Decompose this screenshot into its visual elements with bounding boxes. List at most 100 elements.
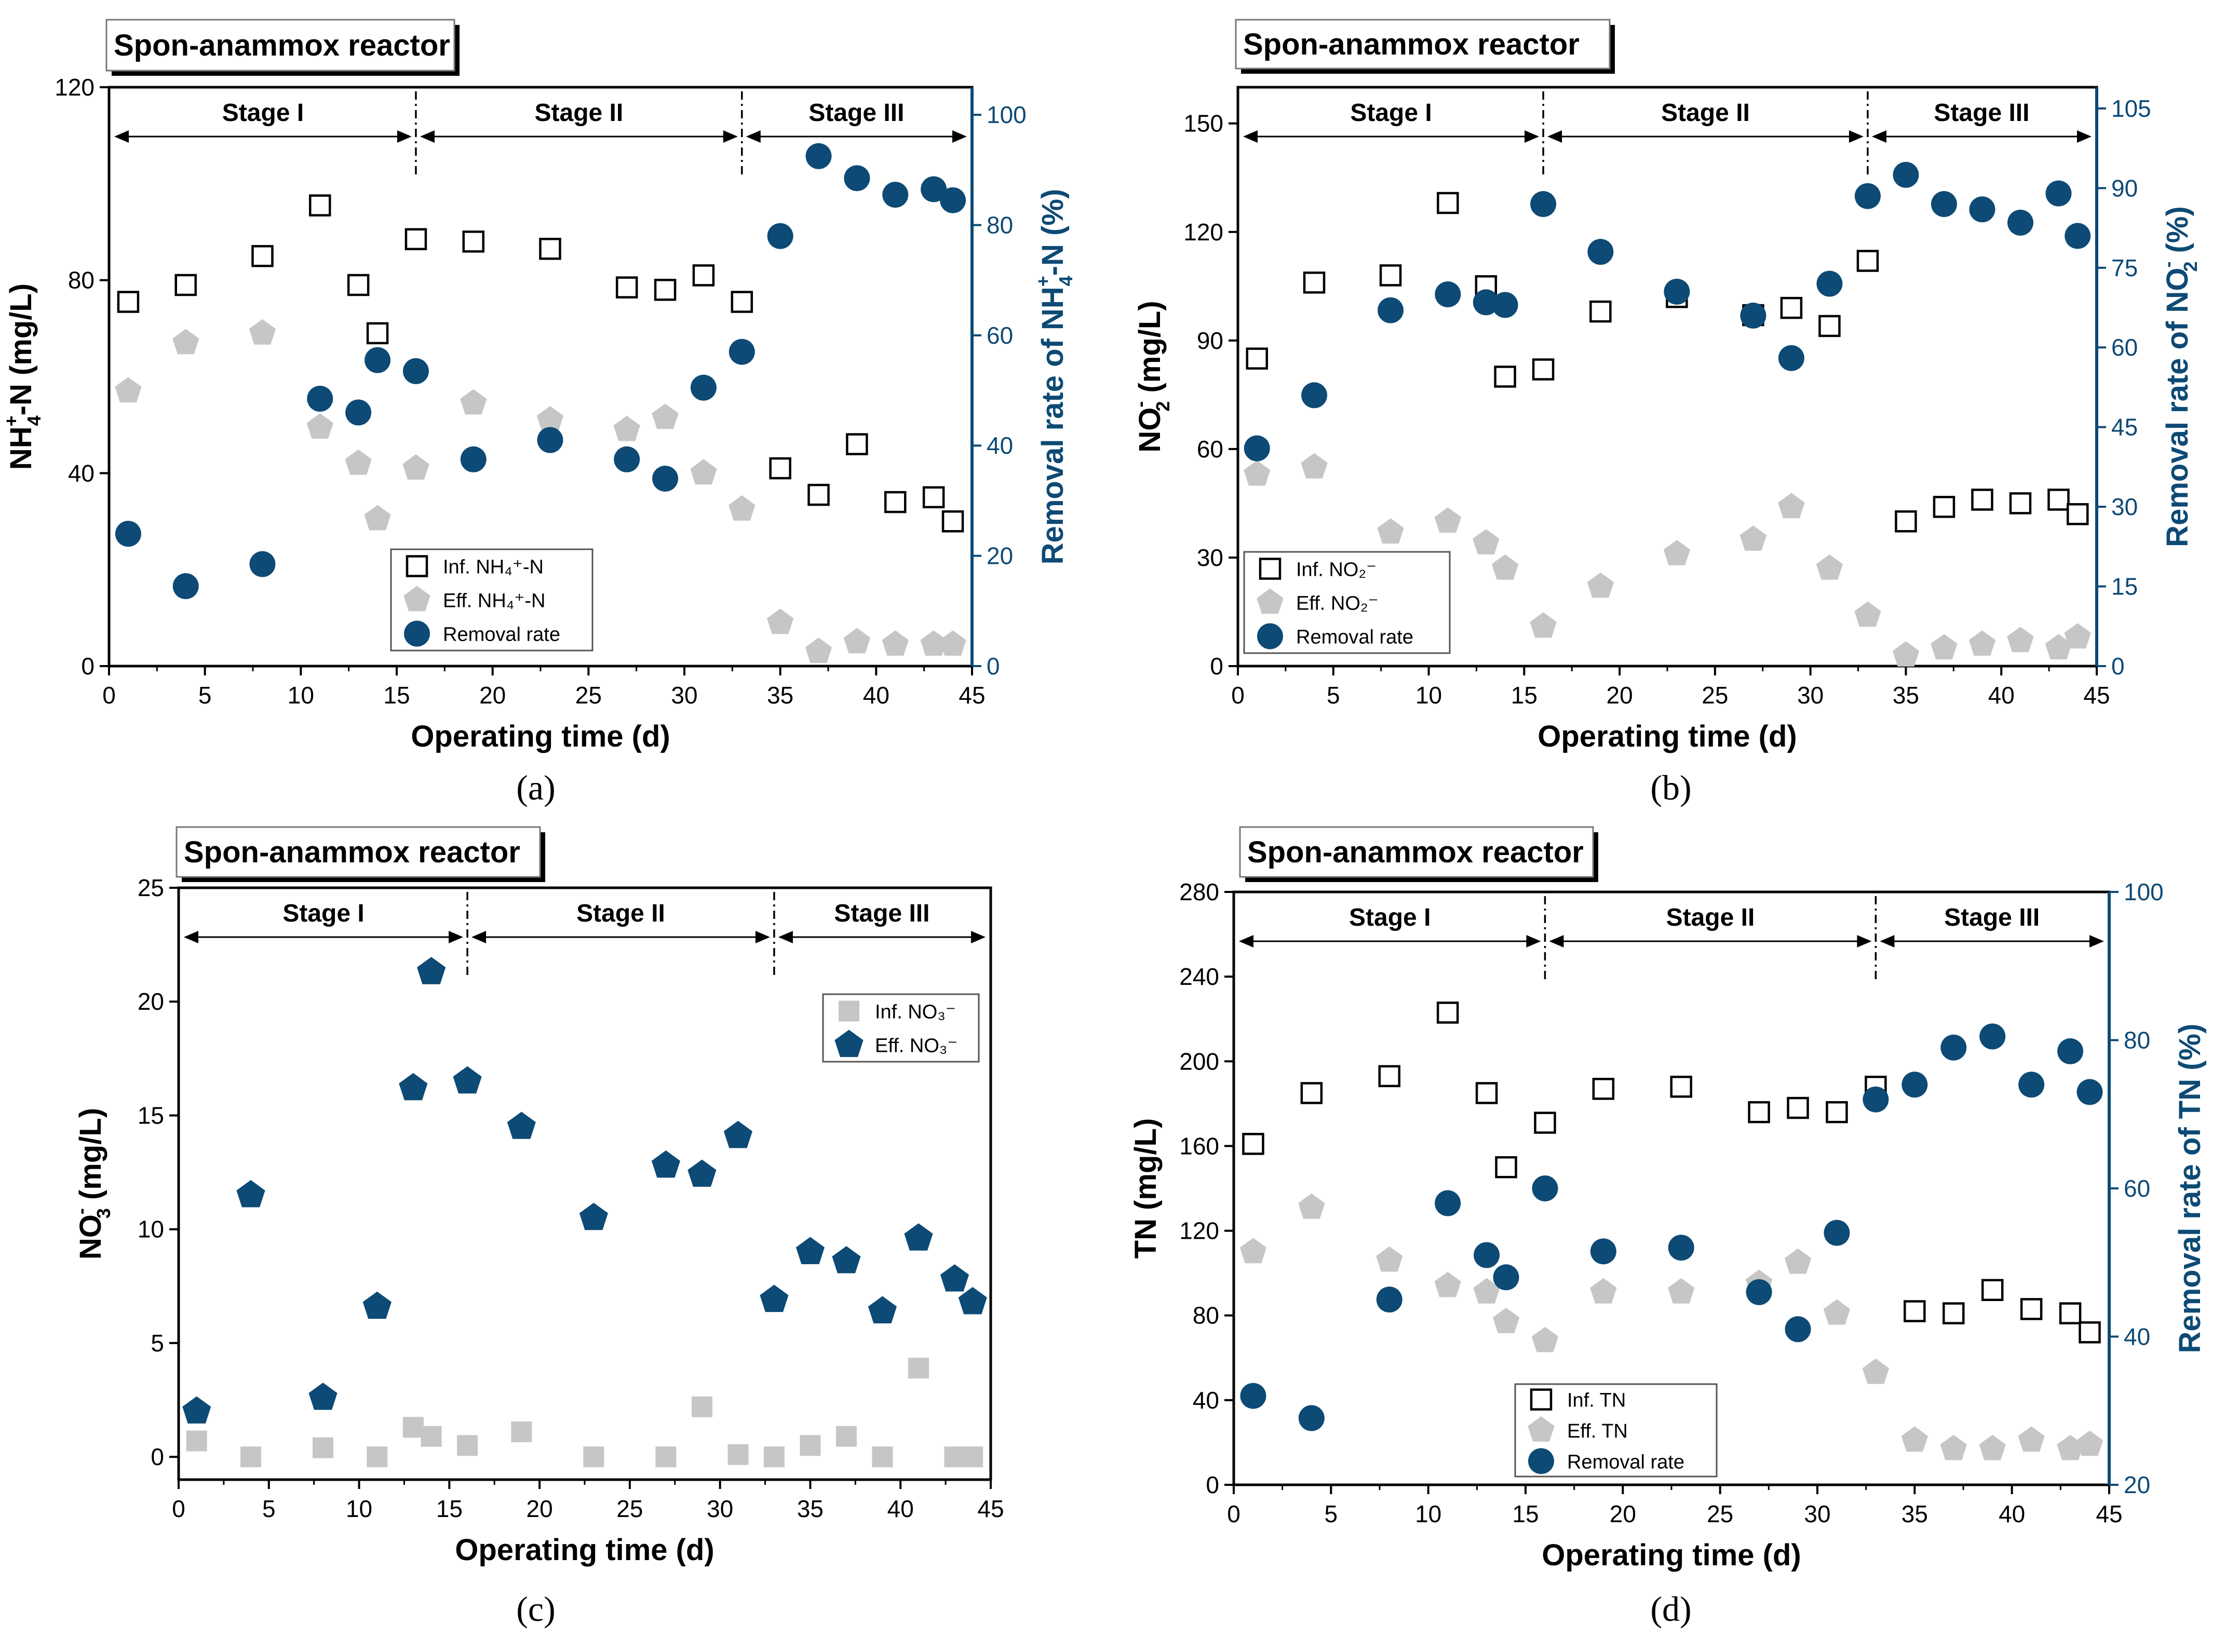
- x-tick-label: 15: [1511, 682, 1537, 709]
- data-point: [1246, 347, 1269, 370]
- series-pentagon: [1239, 1193, 2103, 1460]
- data-point: [2076, 1430, 2103, 1456]
- data-point: [1473, 529, 1500, 554]
- data-point: [402, 358, 429, 384]
- data-point: [1492, 1307, 1520, 1333]
- y2-tick-label: 30: [2111, 493, 2138, 520]
- data-point: [2066, 503, 2089, 525]
- x-tick-label: 40: [887, 1495, 914, 1522]
- stage-arrow-head-right: [755, 931, 770, 943]
- x-tick-label: 30: [1804, 1500, 1830, 1527]
- legend-label: Inf. NO₂⁻: [1296, 559, 1377, 581]
- data-point: [846, 433, 868, 455]
- data-point: [115, 521, 141, 547]
- data-point: [402, 1417, 424, 1438]
- data-point: [1971, 489, 1993, 511]
- stage-arrow-head-left: [471, 931, 487, 943]
- label-rest: (mg/L): [1133, 301, 1167, 401]
- x-axis-label: Operating time (d): [455, 1533, 714, 1567]
- label-sub: 4: [23, 415, 45, 426]
- data-point: [1901, 1072, 1928, 1098]
- x-tick-label: 45: [2096, 1500, 2122, 1527]
- label-base: NO: [74, 1214, 107, 1260]
- y-tick-label: 30: [1197, 544, 1223, 571]
- label-sup: +: [1, 415, 22, 426]
- stage-arrow-head-right: [397, 130, 412, 143]
- data-point: [1668, 1278, 1695, 1304]
- stage-arrow: [114, 130, 412, 143]
- x-tick-label: 0: [102, 682, 116, 709]
- data-point: [1303, 272, 1326, 294]
- data-point: [1856, 250, 1879, 272]
- data-point: [309, 194, 331, 216]
- data-point: [2076, 1079, 2103, 1105]
- data-point: [1824, 1220, 1850, 1246]
- data-point: [729, 338, 755, 365]
- data-point: [1376, 1287, 1402, 1313]
- series-circle: [115, 143, 966, 600]
- stage-arrow-head-right: [952, 130, 967, 143]
- stage-arrow-head-left: [1547, 130, 1562, 143]
- x-tick-label: 35: [1901, 1500, 1928, 1527]
- label-sub: 2: [2180, 262, 2201, 272]
- series-bpentagon: [182, 957, 987, 1424]
- data-point: [1530, 612, 1557, 638]
- data-point: [760, 1284, 789, 1312]
- stage-label: Stage I: [1349, 904, 1431, 931]
- x-tick-label: 45: [977, 1495, 1004, 1522]
- data-point: [1378, 1065, 1400, 1088]
- data-point: [1298, 1193, 1325, 1219]
- label-base: NH: [4, 426, 38, 470]
- data-point: [691, 1396, 712, 1417]
- stage-label: Stage I: [222, 99, 304, 127]
- chart-title: Spon-anammox reactor: [1243, 28, 1580, 61]
- data-point: [1862, 1358, 1890, 1384]
- x-tick-label: 5: [198, 682, 212, 709]
- y-tick-label: 150: [1183, 110, 1223, 137]
- data-point: [763, 1446, 785, 1468]
- data-point: [690, 459, 717, 485]
- data-point: [692, 264, 715, 287]
- y2-tick-label: 40: [987, 432, 1013, 459]
- legend-label: Removal rate: [1567, 1451, 1684, 1473]
- legend-label: Eff. TN: [1567, 1420, 1628, 1442]
- data-point: [537, 427, 563, 453]
- data-point: [1818, 315, 1841, 337]
- data-point: [2045, 634, 2072, 659]
- data-point: [940, 187, 966, 213]
- stage-arrow: [420, 130, 738, 143]
- label-sup: -: [1129, 401, 1151, 408]
- y-tick-label: 10: [138, 1216, 164, 1243]
- x-tick-label: 15: [1512, 1500, 1539, 1527]
- label-base: Removal rate of NO: [2161, 268, 2194, 547]
- y-axis-label: TN (mg/L): [1129, 1118, 1163, 1259]
- data-point: [366, 322, 389, 345]
- stage-arrow: [1871, 130, 2092, 143]
- y-tick-label: 80: [68, 267, 95, 294]
- series-square: [117, 194, 964, 533]
- data-point: [1587, 239, 1614, 265]
- y-tick-label: 80: [1193, 1302, 1219, 1329]
- stage-arrow-head-right: [2089, 935, 2104, 947]
- x-tick-label: 5: [1327, 682, 1340, 709]
- legend-marker: [1259, 558, 1282, 580]
- x-tick-label: 0: [1231, 682, 1245, 709]
- data-point: [511, 1421, 532, 1442]
- stage-arrow-head-left: [184, 931, 198, 943]
- panel-label: (c): [516, 1589, 555, 1629]
- stage-arrow: [746, 130, 967, 143]
- data-point: [944, 1446, 965, 1468]
- y-tick-label: 5: [151, 1330, 164, 1357]
- panel-label: (b): [1650, 768, 1691, 807]
- x-tick-label: 30: [1797, 682, 1824, 709]
- x-tick-label: 20: [479, 682, 506, 709]
- label-base: Removal rate of NH: [1036, 287, 1070, 564]
- label-rest: (%): [2161, 206, 2194, 261]
- title-box: [176, 826, 541, 878]
- label-rest: -N (%): [1036, 189, 1070, 276]
- data-point: [1979, 1434, 2006, 1460]
- legend-label: Eff. NO₃⁻: [875, 1035, 957, 1057]
- data-point: [1940, 1434, 1967, 1460]
